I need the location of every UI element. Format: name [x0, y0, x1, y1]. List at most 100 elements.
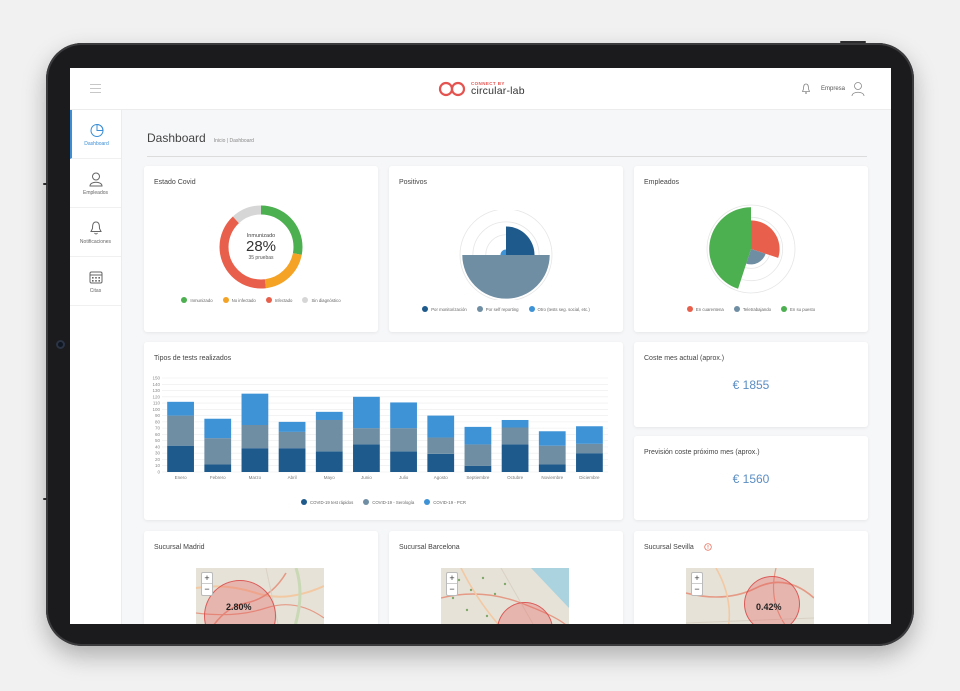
bar-segment[interactable] [167, 445, 194, 472]
legend-item[interactable]: Otro (tests seg. social, etc.) [528, 306, 590, 312]
polar-slice[interactable] [746, 249, 766, 265]
polar-slice[interactable] [500, 249, 506, 255]
bar-segment[interactable] [390, 428, 417, 452]
card-title: Coste mes actual (aprox.) [644, 355, 725, 362]
sevilla-map[interactable]: 0.42% + − [686, 568, 814, 624]
bar-segment[interactable] [278, 421, 306, 432]
bar-segment[interactable] [538, 445, 566, 465]
zoom-out-button[interactable]: − [694, 584, 700, 594]
y-tick-label: 140 [152, 382, 160, 387]
legend-item[interactable]: Sin diagnóstico [302, 297, 341, 303]
bar-segment[interactable] [204, 438, 232, 465]
bar-segment[interactable] [576, 443, 603, 454]
bar-segment[interactable] [538, 464, 566, 472]
legend-item[interactable]: Inmunizado [181, 297, 213, 303]
legend-item[interactable]: Teletrabajando [733, 306, 771, 312]
donut-slice[interactable] [219, 205, 303, 289]
legend-dot [476, 306, 483, 312]
legend-label: Por self reporting [485, 306, 519, 312]
legend-item[interactable]: COVID-19 - PCR [424, 499, 466, 505]
zoom-out-button[interactable]: − [204, 584, 210, 594]
bar-segment[interactable] [353, 428, 380, 445]
bar-segment[interactable] [501, 427, 529, 445]
bar-segment[interactable] [390, 451, 417, 472]
bar-segment[interactable] [576, 426, 603, 444]
legend-item[interactable]: Infectado [265, 297, 292, 303]
bell-icon [89, 220, 102, 234]
bar-segment[interactable] [427, 437, 455, 454]
madrid-percentage: 2.80% [226, 602, 252, 612]
user-account-icon[interactable] [851, 81, 865, 97]
warning-icon[interactable] [704, 543, 712, 551]
sidebar-item-notificaciones[interactable]: Notificaciones [70, 208, 121, 257]
madrid-map[interactable]: 2.80% + − [196, 568, 324, 624]
legend-item[interactable]: COVID-19 - Serología [363, 499, 414, 505]
legend-label: Otro (tests seg. social, etc.) [537, 306, 590, 312]
bar-segment[interactable] [204, 418, 232, 439]
bar-segment[interactable] [464, 465, 492, 472]
zoom-in-button[interactable]: + [692, 573, 702, 584]
bar-segment[interactable] [241, 448, 269, 472]
legend-item[interactable]: COVID-19 test rápidos [301, 499, 353, 505]
bar-segment[interactable] [204, 464, 232, 472]
estado-covid-legend: Inmunizado No infectado Infectado Sin diagn… [144, 297, 378, 303]
legend-dot [781, 306, 788, 312]
bar-segment[interactable] [576, 453, 603, 472]
zoom-in-button[interactable]: + [202, 573, 212, 584]
bar-segment[interactable] [167, 415, 194, 446]
legend-item[interactable]: En cuarentena [686, 306, 724, 312]
polar-slice[interactable] [751, 220, 780, 258]
polar-slice[interactable] [462, 255, 550, 299]
positivos-legend: Por monitorización Por self reporting Otro… [389, 306, 623, 312]
breadcrumb[interactable]: Inicio | Dashboard [213, 138, 254, 144]
legend-item[interactable]: Por self reporting [476, 306, 519, 312]
legend-label: Por monitorización [431, 306, 467, 312]
bar-segment[interactable] [315, 419, 343, 452]
menu-icon[interactable] [90, 84, 101, 93]
sidebar-item-citas[interactable]: Citas [70, 257, 121, 306]
bar-segment[interactable] [501, 444, 529, 472]
company-name[interactable]: Empresa [820, 86, 845, 92]
donut-center-label: Inmunizado [246, 233, 276, 239]
bar-segment[interactable] [353, 396, 380, 429]
legend-label: Inmunizado [190, 297, 213, 303]
card-prevision: Previsión coste próximo mes (aprox.) € 1… [634, 436, 868, 520]
bar-segment[interactable] [315, 411, 343, 420]
sidebar-item-empleados[interactable]: Empleados [70, 159, 121, 208]
legend-item[interactable]: En su puesto [781, 306, 815, 312]
x-tick-label: Agosto [434, 475, 449, 480]
bar-segment[interactable] [353, 444, 380, 472]
top-bar: CONNECT BY circular-lab Empresa [70, 68, 891, 110]
bar-segment[interactable] [241, 393, 269, 425]
y-tick-label: 120 [152, 394, 160, 399]
infection-area-circle [744, 576, 800, 624]
legend-item[interactable]: Por monitorización [422, 306, 467, 312]
bar-segment[interactable] [501, 419, 529, 428]
bar-segment[interactable] [315, 451, 343, 472]
bar-segment[interactable] [167, 401, 194, 416]
notifications-bell-icon[interactable] [801, 83, 811, 95]
bar-segment[interactable] [278, 448, 306, 472]
bar-segment[interactable] [464, 444, 492, 466]
legend-item[interactable]: No infectado [222, 297, 256, 303]
zoom-in-button[interactable]: + [447, 573, 457, 584]
legend-dot [363, 499, 370, 505]
sidebar-item-dashboard[interactable]: Dashboard [70, 110, 121, 159]
donut-slice[interactable] [219, 205, 303, 289]
x-tick-label: Febrero [210, 475, 226, 480]
bar-segment[interactable] [464, 426, 492, 445]
bar-segment[interactable] [427, 415, 455, 438]
bar-segment[interactable] [241, 425, 269, 449]
bar-segment[interactable] [538, 431, 566, 446]
y-tick-label: 20 [155, 457, 161, 462]
zoom-out-button[interactable]: − [449, 584, 455, 594]
bar-segment[interactable] [427, 453, 455, 472]
card-title: Estado Covid [154, 179, 196, 186]
barcelona-map[interactable]: + − [441, 568, 569, 624]
bar-segment[interactable] [390, 402, 417, 429]
y-tick-label: 0 [157, 470, 160, 475]
bar-segment[interactable] [278, 431, 306, 449]
polar-slice[interactable] [506, 226, 535, 255]
legend-dot [528, 306, 535, 312]
polar-slice[interactable] [709, 207, 751, 289]
